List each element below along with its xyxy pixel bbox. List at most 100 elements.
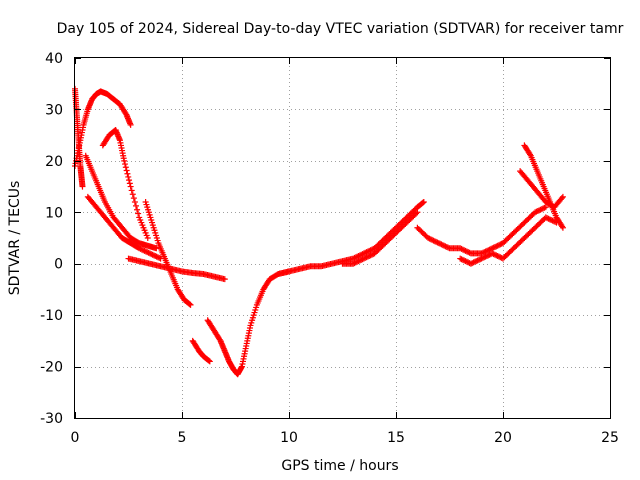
data-point	[359, 251, 366, 258]
data-point	[124, 170, 131, 177]
series-arc-main-peak	[72, 88, 134, 169]
data-point	[544, 215, 551, 222]
data-point	[487, 245, 494, 252]
data-point	[434, 239, 441, 246]
series-arc-descent-a	[82, 152, 160, 252]
data-point	[364, 248, 371, 255]
data-point	[187, 301, 194, 308]
series-arc-early-vertical	[72, 85, 86, 190]
x-tick-label: 20	[494, 430, 512, 446]
data-point	[127, 183, 134, 190]
data-point	[462, 258, 469, 265]
data-point	[461, 257, 468, 264]
data-point	[362, 254, 369, 261]
data-point	[132, 202, 139, 209]
data-point	[465, 259, 472, 266]
data-point	[471, 258, 478, 265]
data-point	[470, 259, 477, 266]
series-arc-trough-side	[189, 337, 213, 365]
data-point	[457, 245, 464, 252]
data-point	[431, 238, 438, 245]
data-point	[559, 224, 566, 231]
x-tick-label: 15	[387, 430, 405, 446]
series-arc-mid-drop	[142, 199, 194, 308]
data-point	[135, 210, 142, 217]
data-point	[358, 251, 365, 258]
data-point	[481, 254, 488, 261]
data-point	[152, 253, 159, 259]
data-point	[489, 245, 496, 252]
data-point	[425, 235, 432, 241]
data-point	[495, 253, 502, 260]
data-point	[362, 249, 369, 256]
data-point	[122, 161, 129, 168]
data-point	[493, 252, 500, 259]
data-point	[479, 254, 486, 261]
data-point	[532, 209, 539, 216]
data-point	[542, 214, 549, 221]
data-point	[536, 207, 543, 214]
data-point	[459, 246, 466, 253]
data-point	[420, 199, 427, 205]
data-point	[128, 187, 135, 194]
series-arc-recovery	[275, 199, 427, 277]
data-point	[435, 240, 442, 247]
data-point	[367, 247, 374, 254]
data-point	[131, 199, 138, 205]
data-point	[149, 251, 156, 258]
data-point	[156, 254, 163, 261]
data-point	[457, 255, 464, 262]
data-point	[355, 258, 362, 265]
data-point	[462, 247, 469, 254]
data-point	[459, 256, 466, 263]
data-point	[495, 242, 502, 249]
data-point	[545, 215, 552, 222]
data-point	[130, 195, 137, 202]
data-point	[367, 252, 374, 259]
data-point	[442, 243, 449, 250]
data-point	[550, 218, 557, 225]
data-point	[549, 217, 556, 224]
data-point	[469, 260, 476, 267]
data-point	[478, 250, 485, 257]
data-point	[497, 241, 504, 248]
data-point	[548, 217, 555, 223]
data-point	[433, 238, 440, 245]
data-point	[437, 240, 444, 247]
data-point	[463, 248, 470, 255]
data-point	[474, 257, 481, 264]
series-arc-low-band	[125, 255, 228, 283]
data-point	[465, 249, 472, 256]
grid-layer	[75, 58, 610, 418]
data-point	[355, 253, 362, 259]
data-point	[146, 250, 153, 257]
data-point	[351, 260, 358, 267]
data-point	[366, 247, 373, 254]
data-point	[123, 167, 130, 174]
data-point	[479, 249, 486, 256]
data-point	[473, 258, 480, 265]
y-tick-label: -20	[40, 360, 63, 376]
data-point	[458, 245, 465, 252]
data-point	[461, 247, 468, 254]
x-tick-label: 0	[71, 430, 80, 446]
data-point	[466, 249, 473, 256]
data-point	[538, 206, 545, 213]
y-axis-label: SDTVAR / TECUs	[7, 181, 23, 296]
data-point	[481, 249, 488, 256]
data-point	[366, 253, 373, 259]
data-point	[138, 246, 145, 253]
data-point	[559, 223, 566, 230]
data-point	[430, 237, 437, 244]
data-point	[363, 249, 370, 256]
data-point	[144, 235, 151, 241]
data-point	[356, 257, 363, 264]
y-tick-label: 20	[45, 154, 63, 170]
data-point	[129, 191, 136, 198]
data-point	[144, 249, 151, 256]
data-point	[141, 247, 148, 254]
data-point	[153, 253, 160, 260]
data-point	[350, 255, 357, 262]
data-point	[127, 121, 134, 128]
